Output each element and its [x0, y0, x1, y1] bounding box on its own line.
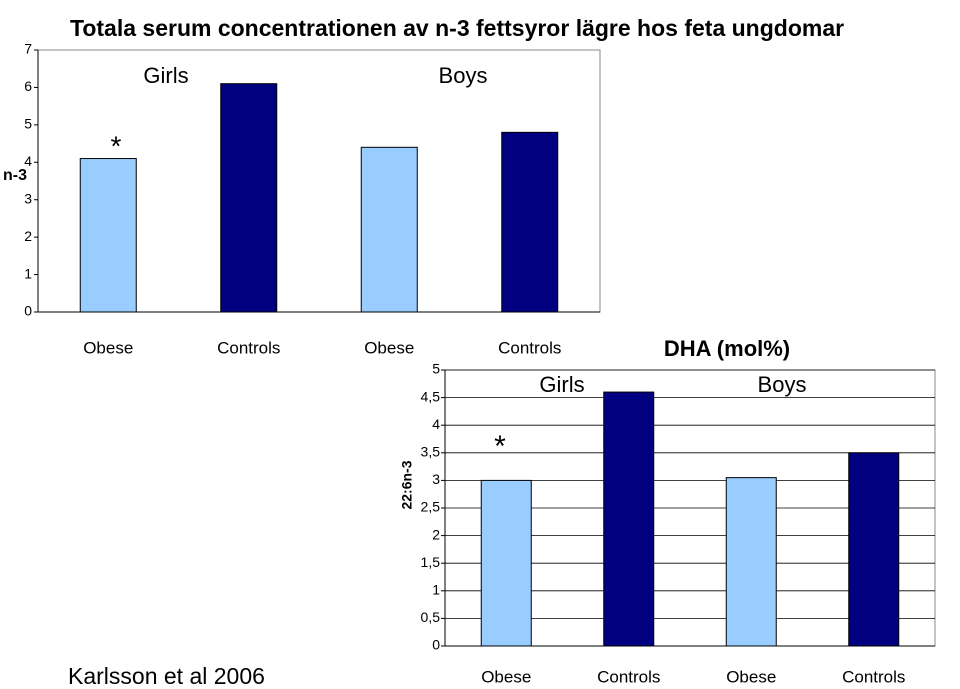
annotation: *	[494, 430, 506, 463]
source: Karlsson et al 2006	[68, 663, 265, 689]
bar	[79, 158, 137, 313]
annotation: Boys	[439, 63, 488, 88]
y-tick-label: 2,5	[421, 499, 441, 515]
y-tick-label: 3	[432, 471, 440, 487]
bar	[725, 477, 777, 647]
bar	[480, 479, 532, 647]
y-tick-label: 7	[24, 41, 32, 57]
x-tick-label: Controls	[597, 667, 660, 686]
bar	[220, 83, 278, 313]
chart-title: DHA (mol%)	[664, 336, 790, 361]
y-tick-label: 3	[24, 190, 32, 206]
annotation: Girls	[143, 63, 188, 88]
y-tick-label: 1	[24, 265, 32, 281]
chart-title: Totala serum concentrationen av n-3 fett…	[70, 15, 844, 41]
bar	[848, 452, 900, 647]
annotation: *	[111, 130, 122, 161]
x-tick-label: Controls	[217, 338, 280, 357]
y-tick-label: 6	[24, 78, 32, 94]
y-tick-label: 1,5	[421, 554, 441, 570]
x-tick-label: Obese	[364, 338, 414, 357]
y-tick-label: 1	[432, 582, 440, 598]
bar	[603, 391, 655, 647]
y-tick-label: 2	[24, 228, 32, 244]
x-tick-label: Obese	[481, 667, 531, 686]
bar	[501, 131, 559, 313]
annotation: Girls	[539, 372, 584, 397]
x-tick-label: Controls	[842, 667, 905, 686]
y-tick-label: 2	[432, 526, 440, 542]
y-tick-label: 0	[24, 303, 32, 319]
y-tick-label: 4	[24, 153, 32, 169]
y-axis-label: n-3	[3, 167, 27, 184]
annotation: Boys	[758, 372, 807, 397]
y-tick-label: 3,5	[421, 444, 441, 460]
bar	[360, 146, 418, 313]
y-tick-label: 4,5	[421, 388, 441, 404]
y-tick-label: 4	[432, 416, 440, 432]
x-tick-label: Controls	[498, 338, 561, 357]
y-tick-label: 5	[432, 361, 440, 377]
y-axis-label: 22:6n-3	[399, 460, 415, 509]
y-tick-label: 0	[432, 637, 440, 653]
y-tick-label: 5	[24, 116, 32, 132]
x-tick-label: Obese	[726, 667, 776, 686]
y-tick-label: 0,5	[421, 609, 441, 625]
x-tick-label: Obese	[83, 338, 133, 357]
